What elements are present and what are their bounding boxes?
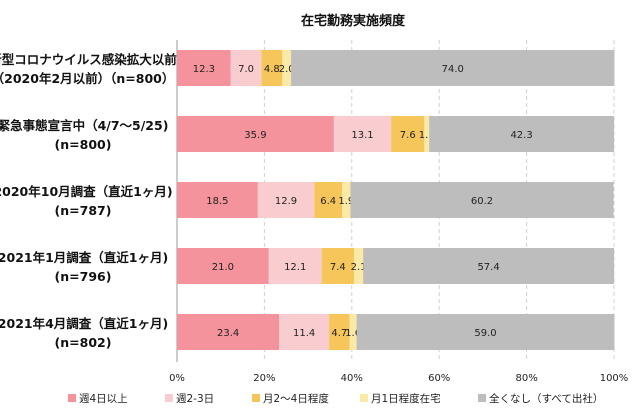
data-label: 12.9 xyxy=(275,196,297,207)
x-tick-label: 0% xyxy=(169,373,185,384)
category-label-line1: 2020年10月調査（直近1ヶ月) xyxy=(0,184,173,199)
data-label: 11.4 xyxy=(293,328,315,339)
data-label: 18.5 xyxy=(206,196,228,207)
data-label: 1.1 xyxy=(419,130,435,141)
data-label: 23.4 xyxy=(217,328,239,339)
category-label-line2: (n=800) xyxy=(55,137,112,152)
bar-segment xyxy=(363,248,614,284)
bar-segment xyxy=(329,314,350,350)
bar-segment xyxy=(321,248,354,284)
data-label: 7.0 xyxy=(238,64,254,75)
data-label: 6.4 xyxy=(320,196,336,207)
data-label: 4.8 xyxy=(264,64,280,75)
data-label: 57.4 xyxy=(477,262,499,273)
bar-segment xyxy=(391,116,425,152)
data-label: 7.4 xyxy=(330,262,346,273)
bars: 12.3 7.0 4.82.0 74.0 35.9 13.1 7.6 1.1 42.3 18.5 1… xyxy=(177,50,615,350)
bar-segment xyxy=(314,182,343,218)
legend-swatch xyxy=(252,394,260,402)
legend: 週4日以上 週2-3日 月2～4日程度 月1日程度在宅 全くなし（すべて出社） xyxy=(68,392,603,405)
data-label: 12.1 xyxy=(284,262,306,273)
legend-label: 全くなし（すべて出社） xyxy=(489,392,603,405)
bar-segment xyxy=(268,248,322,284)
bar-segment xyxy=(177,314,280,350)
legend-swatch xyxy=(360,394,368,402)
x-tick-label: 60% xyxy=(428,373,450,384)
category-label-line1: 新型コロナウイルス感染拡大以前 xyxy=(0,52,177,67)
bar-segment xyxy=(333,116,392,152)
data-label: 59.0 xyxy=(474,328,496,339)
data-label: 35.9 xyxy=(244,130,266,141)
bar-segment xyxy=(356,314,615,350)
bar-segment xyxy=(291,50,615,86)
category-label-line2: （2020年2月以前）（n=800） xyxy=(0,71,174,86)
bar-segment xyxy=(282,50,292,86)
data-label: 13.1 xyxy=(351,130,373,141)
data-label: 1.9 xyxy=(338,196,354,207)
category-label-line1: 緊急事態宣言中（4/7～5/25) xyxy=(0,118,168,133)
data-label: 60.2 xyxy=(471,196,493,207)
legend-label: 月1日程度在宅 xyxy=(371,392,441,405)
bar-segment xyxy=(230,50,262,86)
category-label-line2: (n=802) xyxy=(55,335,112,350)
data-label: 12.3 xyxy=(193,64,215,75)
legend-label: 月2～4日程度 xyxy=(263,392,329,405)
bar-segment xyxy=(177,50,231,86)
legend-swatch xyxy=(68,394,76,402)
bar-segment xyxy=(353,248,364,284)
bar-segment xyxy=(424,116,430,152)
bar-segment xyxy=(349,314,357,350)
bar-segment xyxy=(429,116,614,152)
legend-swatch xyxy=(478,394,486,402)
data-label: 7.6 xyxy=(400,130,416,141)
legend-label: 週4日以上 xyxy=(79,393,128,405)
data-label: 21.0 xyxy=(212,262,234,273)
bar-segment xyxy=(177,182,258,218)
category-label-line1: 2021年4月調査（直近1ヶ月) xyxy=(0,316,168,331)
x-tick-label: 40% xyxy=(341,373,363,384)
x-tick-label: 20% xyxy=(253,373,275,384)
bar-segment xyxy=(257,182,315,218)
bar-segment xyxy=(177,248,269,284)
bar-segment xyxy=(177,116,334,152)
bar-segment xyxy=(261,50,283,86)
x-tick-label: 80% xyxy=(515,373,537,384)
data-label: 74.0 xyxy=(442,64,464,75)
bar-segment xyxy=(279,314,330,350)
legend-swatch xyxy=(165,394,173,402)
data-label: 4.7 xyxy=(331,328,347,339)
category-label-line2: (n=787) xyxy=(55,203,112,218)
category-labels: 新型コロナウイルス感染拡大以前 （2020年2月以前）（n=800） 緊急事態宣言中… xyxy=(0,52,177,350)
data-label: 2.1 xyxy=(351,262,367,273)
x-tick-label: 100% xyxy=(600,373,629,384)
data-label: 1.6 xyxy=(345,328,361,339)
category-label-line1: 2021年1月調査（直近1ヶ月) xyxy=(0,250,168,265)
bar-segment xyxy=(342,182,351,218)
bar-segment xyxy=(350,182,614,218)
x-axis-ticks: 0% 20% 40% 60% 80% 100% xyxy=(169,373,628,384)
data-label: 42.3 xyxy=(510,130,532,141)
chart-title: 在宅勤務実施頻度 xyxy=(301,13,406,29)
legend-label: 週2-3日 xyxy=(176,393,214,405)
data-label: 2.0 xyxy=(279,64,295,75)
category-label-line2: (n=796) xyxy=(55,269,112,284)
